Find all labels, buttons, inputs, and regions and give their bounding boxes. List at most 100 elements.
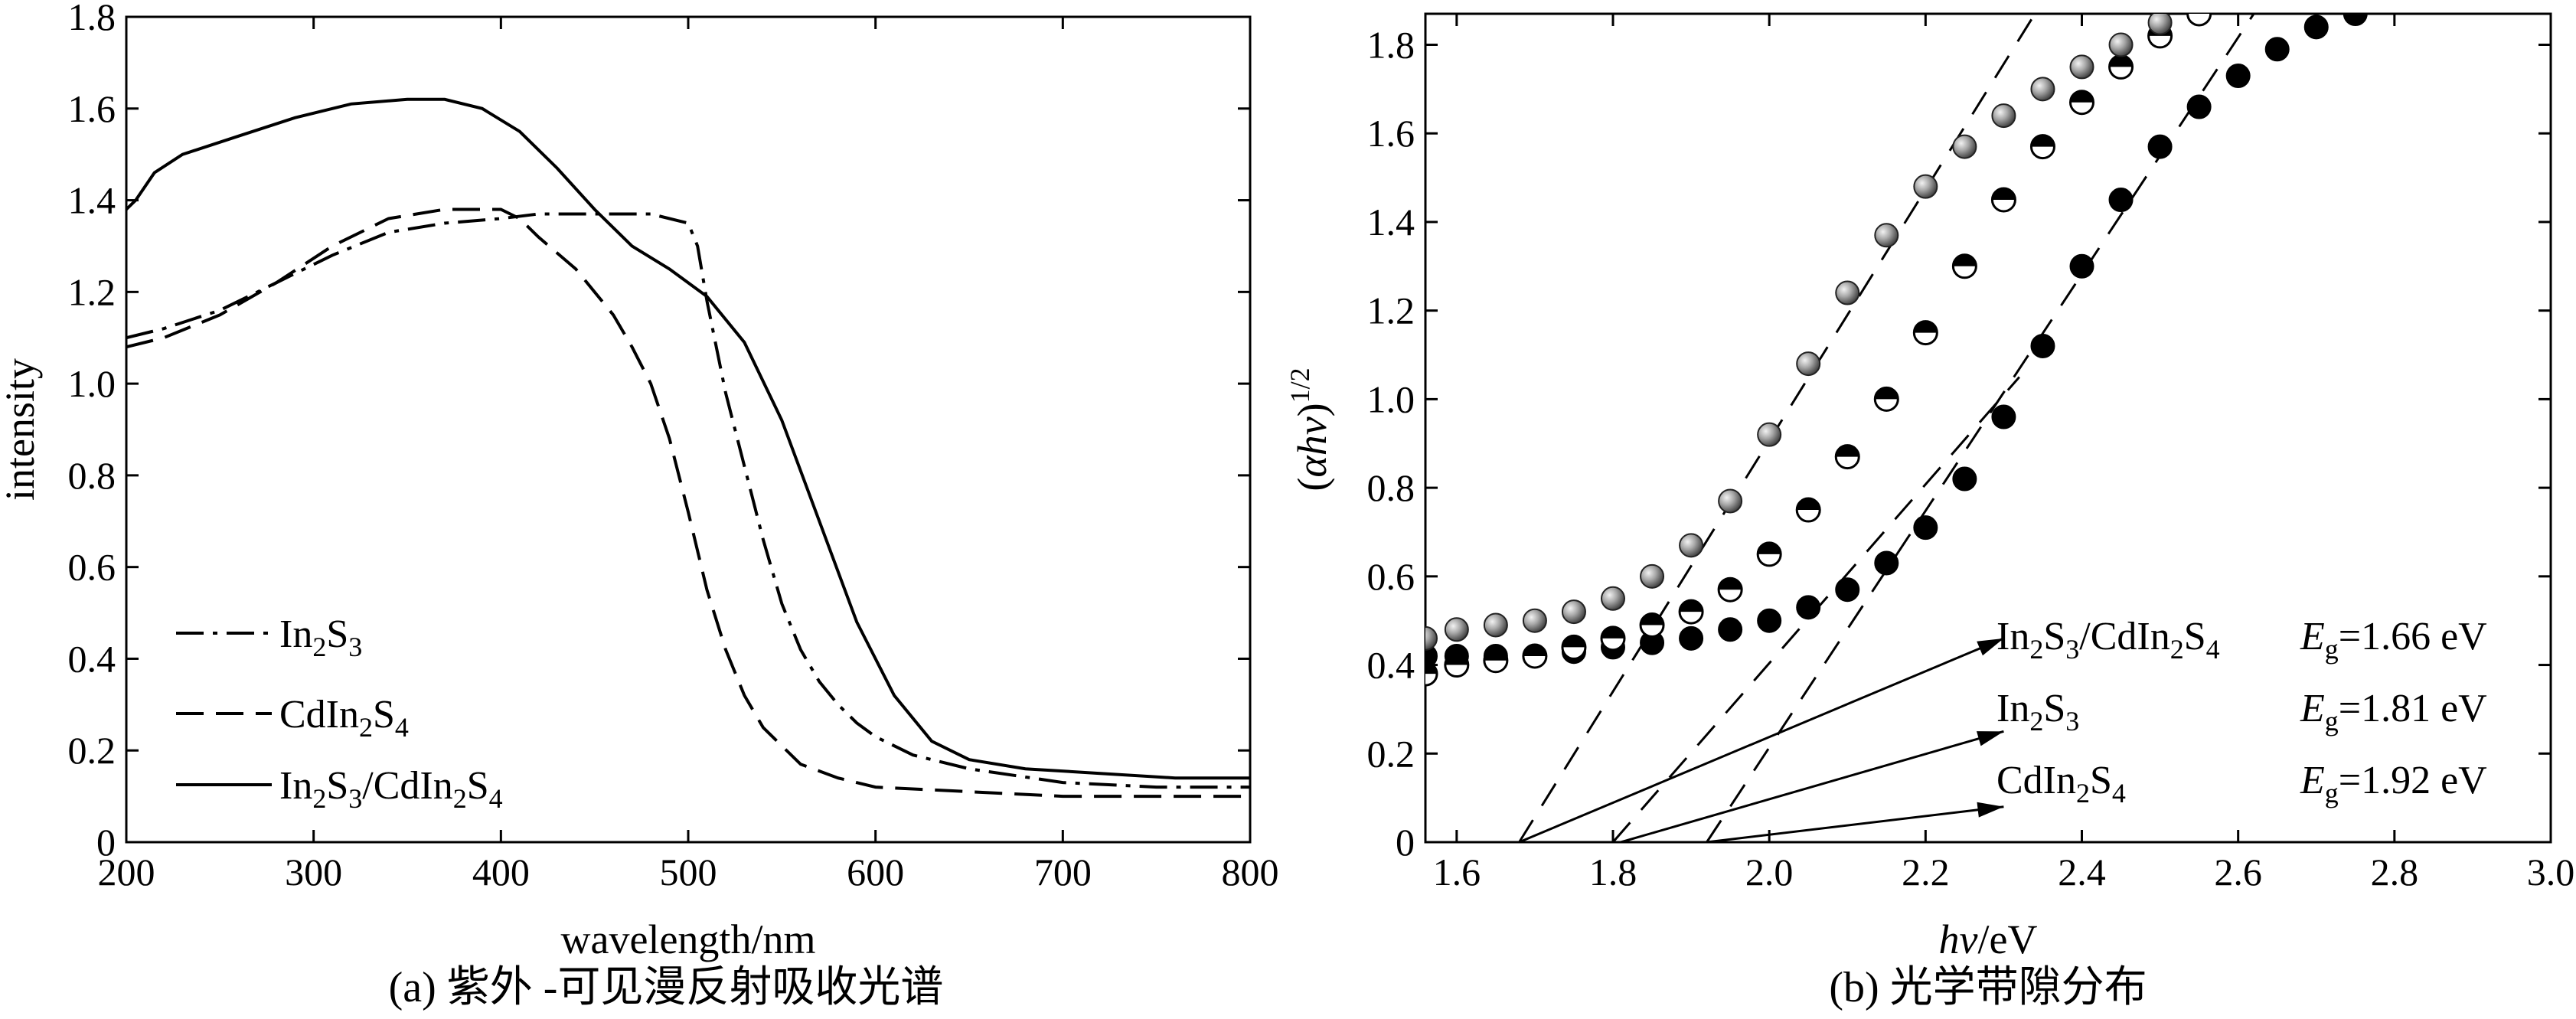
panel-a-y-tick-label: 1.2: [68, 270, 116, 313]
annotation-label-In2S3: In2S3: [1996, 687, 2079, 736]
marker-CdIn2S4: [2303, 15, 2329, 40]
panel-a-ticks: 200 300 400 500 600 700 800 0 0.2 0.4 0.6 0.8 1.0 1.2…: [68, 0, 1279, 893]
marker-In2S3/CdIn2S4: [1522, 608, 1547, 633]
marker-CdIn2S4: [2069, 253, 2094, 279]
panel-a-y-tick-label: 0.8: [68, 454, 116, 497]
marker-In2S3/CdIn2S4: [1483, 612, 1508, 638]
panel-b-caption: (b) 光学带隙分布: [1829, 964, 2147, 1011]
marker-In2S3: [1639, 612, 1665, 638]
panel-b-x-tick-label: 2.0: [1745, 851, 1794, 893]
panel-a-y-tick-label: 1.4: [68, 179, 116, 222]
marker-In2S3/CdIn2S4: [1640, 563, 1665, 589]
panel-a-x-tick-label: 400: [472, 851, 530, 893]
panel-b-x-tick-label: 1.6: [1433, 851, 1481, 893]
panel-b-tangent-lines: [1518, 13, 2255, 843]
panel-a-x-tick-label: 800: [1222, 851, 1279, 893]
panel-a-y-tick-label: 0.2: [68, 729, 116, 772]
panel-b-plot-frame: [1424, 12, 2552, 844]
marker-CdIn2S4: [2147, 134, 2173, 159]
marker-In2S3: [1717, 576, 1743, 603]
annotation-label-CdIn2S4: CdIn2S4: [1996, 759, 2126, 808]
marker-In2S3: [1678, 599, 1704, 625]
annotation-arrowhead-In2S3: [1976, 731, 2004, 746]
series-line-In2S3/CdIn2S4: [125, 97, 1250, 780]
marker-In2S3: [1425, 661, 1438, 687]
panel-b-series: [1425, 14, 2368, 687]
tangent-CdIn2S4: [1706, 13, 2255, 843]
marker-CdIn2S4: [1757, 608, 1782, 633]
marker-CdIn2S4: [1991, 404, 2016, 429]
marker-CdIn2S4: [1913, 515, 1938, 541]
annotation-arrowhead-CdIn2S4: [1977, 802, 2004, 818]
marker-In2S3: [1990, 187, 2016, 213]
annotation-label-In2S3/CdIn2S4: In2S3/CdIn2S4: [1996, 615, 2220, 665]
marker-In2S3/CdIn2S4: [1835, 280, 1860, 305]
marker-CdIn2S4: [2186, 94, 2212, 119]
marker-In2S3/CdIn2S4: [1952, 134, 1977, 159]
series-line-In2S3: [126, 212, 1250, 789]
marker-In2S3: [1912, 320, 1938, 346]
panel-a-x-tick-label: 700: [1034, 851, 1092, 893]
panel-b-y-tick-label: 1.4: [1367, 201, 1415, 243]
marker-In2S3/CdIn2S4: [1757, 422, 1782, 447]
marker-CdIn2S4: [2343, 14, 2368, 26]
marker-In2S3: [2108, 54, 2134, 80]
marker-In2S3: [1873, 386, 1899, 412]
panel-a-series: [125, 97, 1250, 799]
annotation-arrowhead-In2S3/CdIn2S4: [1977, 638, 2004, 656]
panel-b-x-tick-label: 2.8: [2371, 851, 2419, 893]
panel-a-y-axis-title: intensity: [0, 358, 43, 501]
panel-b-ticks: 1.6 1.8 2.0 2.2 2.4 2.6 2.8 3.0 0 0.2 0.4 0.6 0.8 1.0…: [1367, 14, 2574, 893]
marker-In2S3/CdIn2S4: [2108, 32, 2134, 57]
annotation-eg-In2S3/CdIn2S4: Eg=1.66 eV: [2300, 615, 2487, 665]
panel-a-y-tick-label: 0.4: [68, 637, 116, 680]
panel-b-y-tick-label: 1.6: [1367, 112, 1415, 155]
panel-a-y-tick-label: 0.6: [68, 546, 116, 589]
annotation-arrow-In2S3/CdIn2S4: [1518, 637, 2004, 844]
panel-b-bandgap-chart: 1.6 1.8 2.0 2.2 2.4 2.6 2.8 3.0 0 0.2 0.4 0.6 0.8 1.0…: [1285, 12, 2574, 1011]
legend-label-In2S3/CdIn2S4: In2S3/CdIn2S4: [279, 764, 503, 814]
annotation-eg-CdIn2S4: Eg=1.92 eV: [2300, 759, 2487, 808]
annotation-arrow-In2S3: [1620, 730, 2004, 844]
marker-In2S3: [1561, 634, 1587, 660]
series-line-CdIn2S4: [126, 207, 1250, 799]
marker-In2S3: [1444, 652, 1470, 678]
marker-CdIn2S4: [1835, 577, 1860, 603]
panel-a-caption: (a) 紫外 -可见漫反射吸收光谱: [389, 964, 944, 1011]
panel-a-absorption-chart: 200 300 400 500 600 700 800 0 0.2 0.4 0.6 0.8 1.0 1.2…: [0, 0, 1279, 1011]
marker-In2S3: [2069, 90, 2094, 116]
marker-CdIn2S4: [2225, 64, 2251, 89]
panel-b-y-tick-label: 1.8: [1367, 24, 1415, 67]
marker-In2S3/CdIn2S4: [2069, 54, 2094, 80]
legend-label-CdIn2S4: CdIn2S4: [279, 693, 409, 743]
marker-In2S3/CdIn2S4: [1991, 103, 2016, 129]
marker-In2S3: [1756, 541, 1782, 567]
marker-In2S3/CdIn2S4: [1561, 599, 1586, 625]
marker-In2S3/CdIn2S4: [1601, 586, 1625, 611]
panel-b-x-tick-label: 2.4: [2058, 851, 2106, 893]
panel-b-markers: [1425, 14, 2368, 687]
marker-CdIn2S4: [1874, 550, 1899, 576]
marker-In2S3: [2186, 14, 2212, 27]
panel-b-x-tick-label: 2.2: [1902, 851, 1950, 893]
panel-b-y-axis-title: (αhv)1/2: [1285, 367, 1335, 491]
panel-a-y-tick-label: 1.8: [68, 0, 116, 38]
marker-CdIn2S4: [1952, 466, 1977, 492]
panel-a-y-tick-label: 1.6: [68, 87, 116, 130]
panel-b-x-tick-label: 1.8: [1589, 851, 1637, 893]
panel-a-y-tick-label: 0: [96, 821, 116, 864]
panel-a-x-tick-label: 600: [847, 851, 904, 893]
panel-b-annotations: In2S3/CdIn2S4 Eg=1.66 eV In2S3 Eg=1.81 eV Cd…: [1518, 615, 2487, 844]
panel-b-y-tick-label: 1.2: [1367, 289, 1415, 332]
marker-In2S3/CdIn2S4: [1679, 533, 1704, 558]
marker-In2S3: [1522, 643, 1548, 669]
panel-b-y-tick-label: 1.0: [1367, 377, 1415, 420]
panel-b-y-tick-label: 0.2: [1367, 732, 1415, 775]
panel-a-x-tick-label: 300: [285, 851, 342, 893]
panel-a-x-axis-title: wavelength/nm: [561, 916, 816, 962]
marker-In2S3/CdIn2S4: [2147, 14, 2173, 35]
marker-CdIn2S4: [2108, 188, 2134, 213]
marker-In2S3/CdIn2S4: [1874, 223, 1899, 248]
legend-label-In2S3: In2S3: [279, 612, 362, 662]
